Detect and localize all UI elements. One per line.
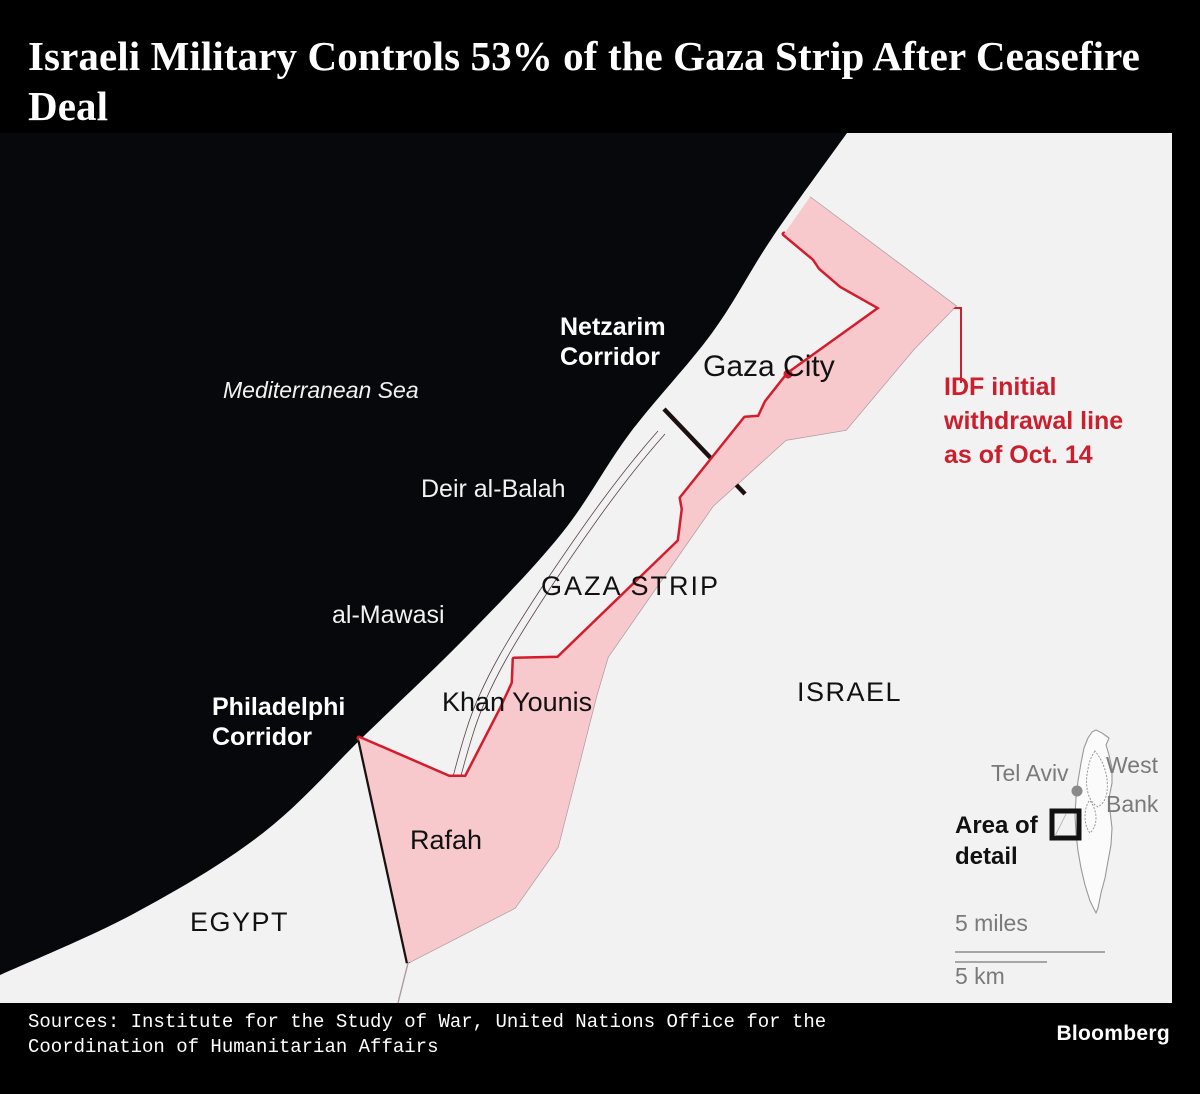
svg-text:ISRAEL: ISRAEL [797, 677, 902, 707]
svg-text:Philadelphi: Philadelphi [212, 693, 345, 721]
svg-text:Corridor: Corridor [212, 723, 312, 751]
svg-text:5 km: 5 km [955, 963, 1005, 989]
svg-text:Rafah: Rafah [410, 825, 482, 855]
svg-text:Mediterranean Sea: Mediterranean Sea [223, 377, 419, 403]
svg-text:detail: detail [955, 843, 1018, 870]
svg-text:GAZA STRIP: GAZA STRIP [541, 571, 720, 601]
svg-text:West: West [1106, 752, 1159, 778]
svg-text:Gaza City: Gaza City [703, 350, 835, 383]
svg-text:Bank: Bank [1106, 791, 1159, 817]
svg-text:withdrawal line: withdrawal line [943, 407, 1123, 435]
svg-text:Area of: Area of [955, 812, 1039, 839]
svg-text:Corridor: Corridor [560, 343, 660, 371]
svg-text:Khan Younis: Khan Younis [442, 687, 592, 717]
svg-text:5 miles: 5 miles [955, 910, 1028, 936]
svg-text:IDF initial: IDF initial [944, 373, 1057, 401]
svg-text:Netzarim: Netzarim [560, 313, 666, 341]
svg-text:EGYPT: EGYPT [190, 907, 289, 937]
svg-text:al-Mawasi: al-Mawasi [332, 601, 445, 629]
svg-text:Deir al-Balah: Deir al-Balah [421, 475, 566, 503]
svg-text:Tel Aviv: Tel Aviv [991, 760, 1069, 786]
svg-text:as of Oct. 14: as of Oct. 14 [944, 441, 1093, 469]
